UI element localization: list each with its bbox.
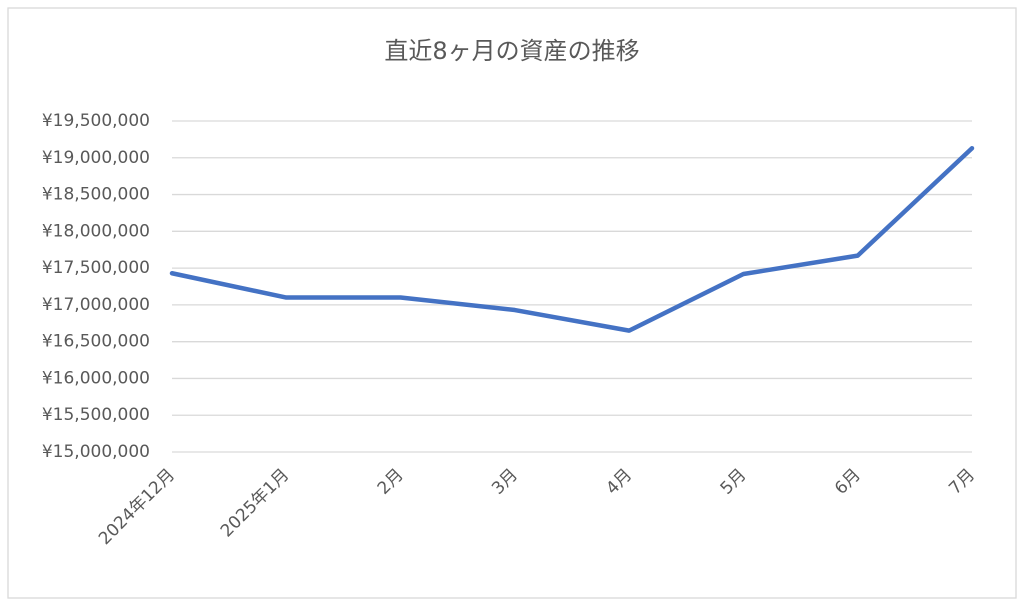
- chart-border: [7, 7, 1017, 599]
- chart-title: 直近8ヶ月の資産の推移: [384, 37, 639, 65]
- y-tick-label: ¥18,500,000: [42, 185, 150, 205]
- y-tick-label: ¥17,000,000: [42, 295, 150, 315]
- y-tick-label: ¥15,500,000: [42, 405, 150, 425]
- y-tick-label: ¥19,000,000: [42, 148, 150, 168]
- y-tick-label: ¥17,500,000: [42, 258, 150, 278]
- y-tick-label: ¥19,500,000: [42, 111, 150, 131]
- y-tick-label: ¥16,500,000: [42, 332, 150, 352]
- y-tick-label: ¥18,000,000: [42, 221, 150, 241]
- y-tick-label: ¥16,000,000: [42, 368, 150, 388]
- y-tick-label: ¥15,000,000: [42, 442, 150, 462]
- data-line: [169, 145, 975, 333]
